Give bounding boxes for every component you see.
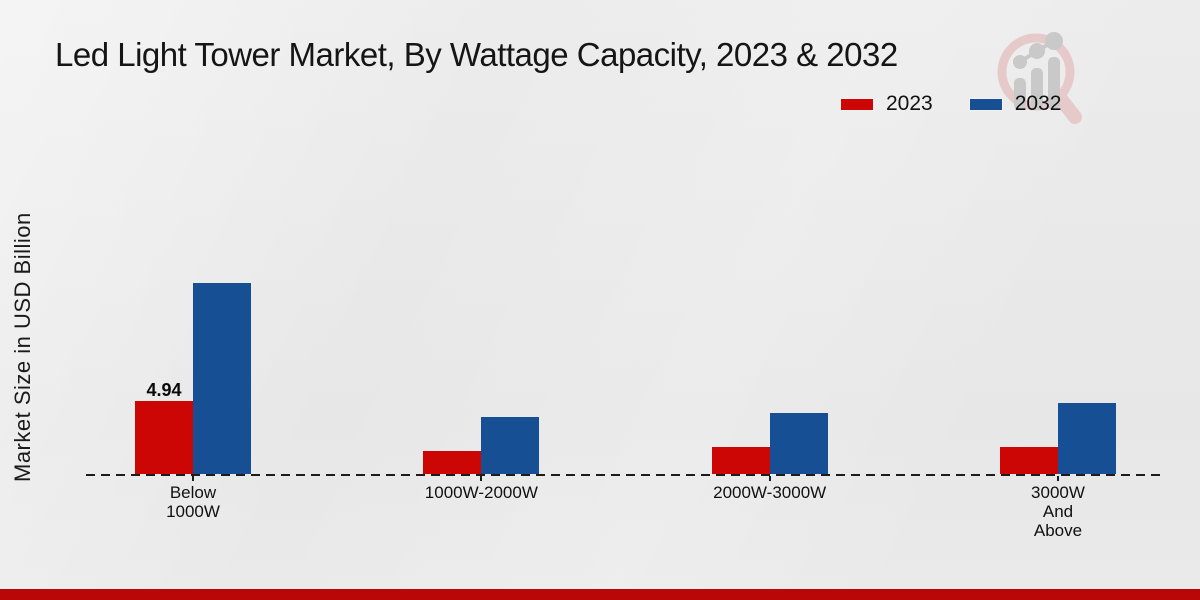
brand-logo — [997, 32, 1082, 124]
legend-label-2023: 2023 — [886, 92, 933, 115]
legend-swatch-2023 — [840, 97, 874, 111]
legend-swatch-2032 — [968, 97, 1003, 111]
legend-label-2032: 2032 — [1014, 92, 1062, 115]
bar-2023-category-2 — [711, 447, 770, 474]
bar-2032-category-0 — [193, 283, 251, 474]
x-axis-category-label-0: Below 1000W — [166, 483, 220, 521]
bar-2023-category-3 — [999, 446, 1058, 474]
bar-2032-category-3 — [1057, 402, 1116, 474]
chart-title: Led Light Tower Market, By Wattage Capac… — [55, 36, 898, 73]
bar-2032-category-2 — [769, 412, 828, 474]
x-axis-tick-1 — [480, 476, 483, 481]
footer-band — [0, 589, 1200, 600]
legend-item-2032: 2032 — [968, 92, 1062, 116]
bar-value-label: 4.94 — [146, 379, 182, 400]
x-axis-line — [86, 474, 1165, 476]
x-axis-tick-2 — [768, 476, 771, 481]
x-axis-category-label-3: 3000W And Above — [1031, 483, 1085, 540]
bar-2032-category-1 — [481, 417, 540, 474]
bar-2023-category-1 — [423, 451, 482, 474]
x-axis-tick-0 — [192, 476, 194, 481]
legend-item-2023: 2023 — [840, 92, 933, 116]
legend: 2023 2032 — [840, 92, 1061, 116]
x-axis-category-label-2: 2000W-3000W — [713, 483, 827, 502]
growth-bars-icon — [1013, 32, 1063, 110]
x-axis-category-label-1: 1000W-2000W — [424, 483, 538, 502]
x-axis-tick-3 — [1056, 476, 1059, 481]
bar-2023-category-0 — [135, 400, 193, 474]
